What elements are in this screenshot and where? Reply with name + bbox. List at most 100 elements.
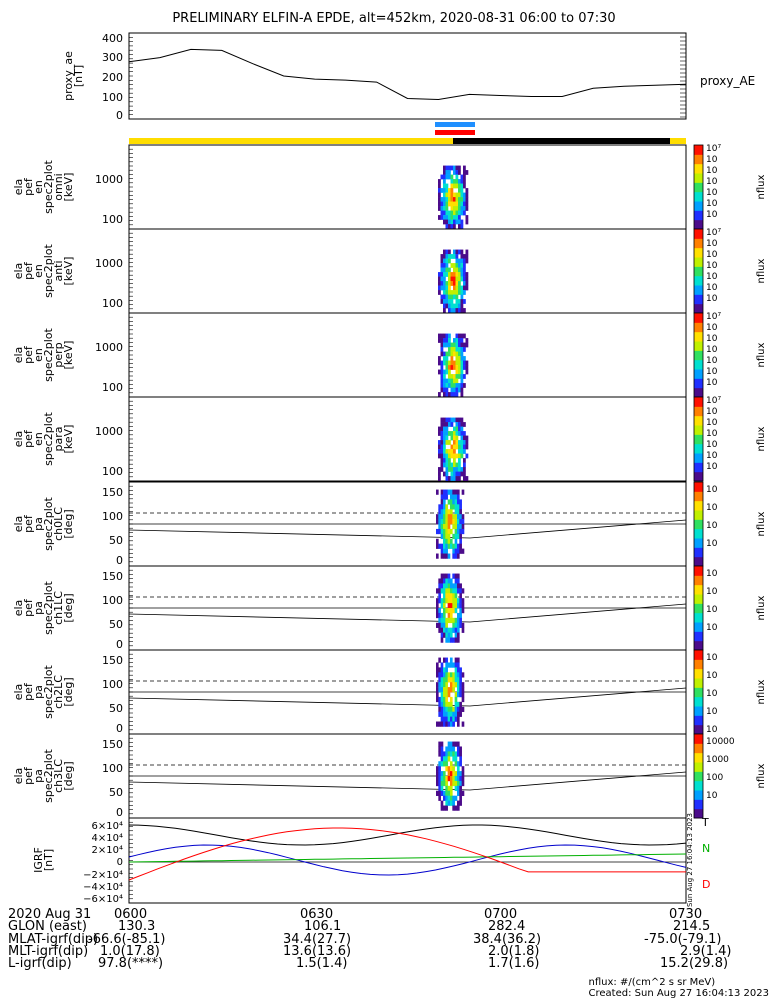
energy-spectrogram-pixel [443, 462, 446, 468]
pitch-colorbar-segment [694, 556, 703, 567]
energy-spectrogram-pixel [443, 219, 446, 225]
pitch-spectrogram-pixel [457, 721, 460, 727]
energy-spectrogram-pixel [438, 276, 441, 282]
energy-spectrogram-pixel [448, 467, 451, 472]
energy-spectrogram-pixel [450, 417, 454, 423]
energy-spectrogram-pixel [453, 294, 456, 300]
pitch-spectrogram-pixel [459, 701, 462, 708]
energy-colorbar-label: nflux [756, 258, 767, 283]
energy-spectrogram-pixel [448, 476, 451, 481]
energy-spectrogram-pixel [455, 267, 459, 273]
energy-spectrogram-pixel [453, 201, 456, 207]
energy-spectrogram-pixel [450, 192, 454, 198]
pitch-spectrogram-pixel [450, 721, 453, 727]
pitch-spectrogram-pixel [461, 687, 465, 693]
pitch-colorbar-segment [694, 575, 703, 586]
pitch-spectrogram-pixel [447, 583, 451, 589]
pitch-spectrogram-pixel [454, 504, 458, 510]
pitch-spectrogram-pixel [447, 711, 451, 717]
energy-spectrogram-pixel [440, 338, 444, 343]
pitch-spectrogram-pixel [445, 682, 448, 688]
pitch-spectrogram-pixel [447, 553, 451, 559]
energy-colorbar-tick: 10 [706, 334, 718, 344]
energy-spectrogram-ylabel: ela [12, 179, 25, 196]
pitch-spectrogram-pixel [459, 538, 462, 544]
pitch-spectrogram-pixel [447, 785, 451, 792]
pitch-spectrogram-ylabel: spec2plot [42, 749, 55, 803]
energy-spectrogram-pixel [445, 471, 449, 477]
pitch-spectrogram-pixel [461, 627, 465, 633]
pitch-spectrogram-pixel [445, 800, 448, 806]
energy-colorbar-segment [694, 369, 703, 379]
pitch-spectrogram-pixel [443, 622, 446, 628]
pitch-spectrogram-pixel [443, 687, 446, 693]
energy-spectrogram-pixel [445, 462, 449, 468]
energy-spectrogram-pixel [445, 333, 449, 339]
energy-spectrogram-ylabel: en [32, 264, 45, 278]
pitch-spectrogram-pixel [440, 756, 444, 762]
pitch-spectrogram-pixel [457, 771, 460, 777]
energy-spectrogram-pixel [445, 294, 449, 300]
energy-spectrogram-pixel [463, 347, 466, 352]
pitch-colorbar-tick: 1000 [706, 755, 729, 765]
pitch-spectrogram-pixel [450, 578, 453, 584]
energy-spectrogram-pixel [445, 453, 449, 459]
energy-spectrogram-pixel [443, 281, 446, 286]
energy-spectrogram-ylabel: omni [52, 173, 65, 200]
pitch-colorbar-tick: 10 [706, 671, 718, 681]
energy-colorbar-segment [694, 173, 703, 183]
energy-spectrogram-pixel [460, 201, 464, 207]
pitch-spectrogram-pixel [459, 692, 462, 698]
energy-spectrogram-pixel [463, 462, 466, 468]
pitch-spectrogram-pixel [440, 687, 444, 693]
energy-spectrogram-pixel [443, 215, 446, 220]
pitch-colorbar-segment [694, 771, 703, 782]
energy-spectrogram-pixel [445, 263, 449, 268]
energy-spectrogram-pixel [458, 467, 461, 472]
pitch-spectrogram-pixel [440, 632, 444, 638]
energy-spectrogram-pixel [438, 467, 441, 472]
proxy-ae-ylabel: [nT] [72, 65, 85, 87]
pitch-spectrogram-pixel [447, 573, 451, 579]
energy-spectrogram-pixel [460, 197, 464, 202]
energy-colorbar-tick: 10⁷ [706, 396, 721, 406]
pitch-spectrogram-pixel [438, 795, 441, 801]
energy-spectrogram-pixel [438, 453, 441, 459]
proxy-ae-line [128, 48, 687, 101]
pitch-spectrogram-pixel [461, 706, 465, 712]
pitch-spectrogram-pixel [438, 667, 441, 673]
pitch-spectrogram-pixel [461, 672, 465, 678]
igrf-down-curve [128, 827, 686, 881]
energy-spectrogram-pixel [445, 303, 449, 309]
energy-spectrogram-pixel [448, 215, 451, 220]
energy-spectrogram-pixel [440, 462, 444, 468]
pitch-spectrogram-pixel [447, 578, 451, 584]
energy-colorbar-tick: 10 [706, 239, 718, 249]
pitch-spectrogram-pixel [440, 771, 444, 777]
energy-spectrogram-pixel [465, 281, 469, 286]
pitch-spectrogram-pixel [459, 672, 462, 678]
pitch-spectrogram-pixel [461, 588, 465, 594]
pitch-spectrogram-pixel [450, 519, 453, 525]
energy-spectrogram-pixel [460, 378, 464, 384]
energy-colorbar-tick: 10 [706, 166, 718, 176]
pitch-spectrogram-pixel [445, 776, 448, 782]
energy-spectrogram-pixel [453, 467, 456, 472]
energy-spectrogram-pixel [443, 356, 446, 361]
pitch-spectrogram-pixel [454, 593, 458, 599]
pitch-spectrogram-pixel [436, 603, 439, 609]
energy-spectrogram-pixel [458, 351, 461, 357]
energy-spectrogram-pixel [443, 201, 446, 207]
pitch-spectrogram-pixel [454, 771, 458, 777]
pitch-spectrogram-pixel [436, 672, 439, 678]
pitch-spectrogram-pixel [440, 588, 444, 594]
energy-spectrogram-pixel [455, 285, 459, 291]
pitch-colorbar-segment [694, 519, 703, 530]
pitch-spectrogram-pixel [450, 741, 453, 747]
energy-spectrogram-pixel [448, 224, 451, 229]
footer-value: 97.8(****) [98, 956, 164, 972]
energy-spectrogram-pixel [440, 174, 444, 180]
pitch-spectrogram-pixel [438, 711, 441, 717]
pitch-spectrogram-ylabel: pef [22, 766, 35, 785]
energy-colorbar-segment [694, 378, 703, 389]
